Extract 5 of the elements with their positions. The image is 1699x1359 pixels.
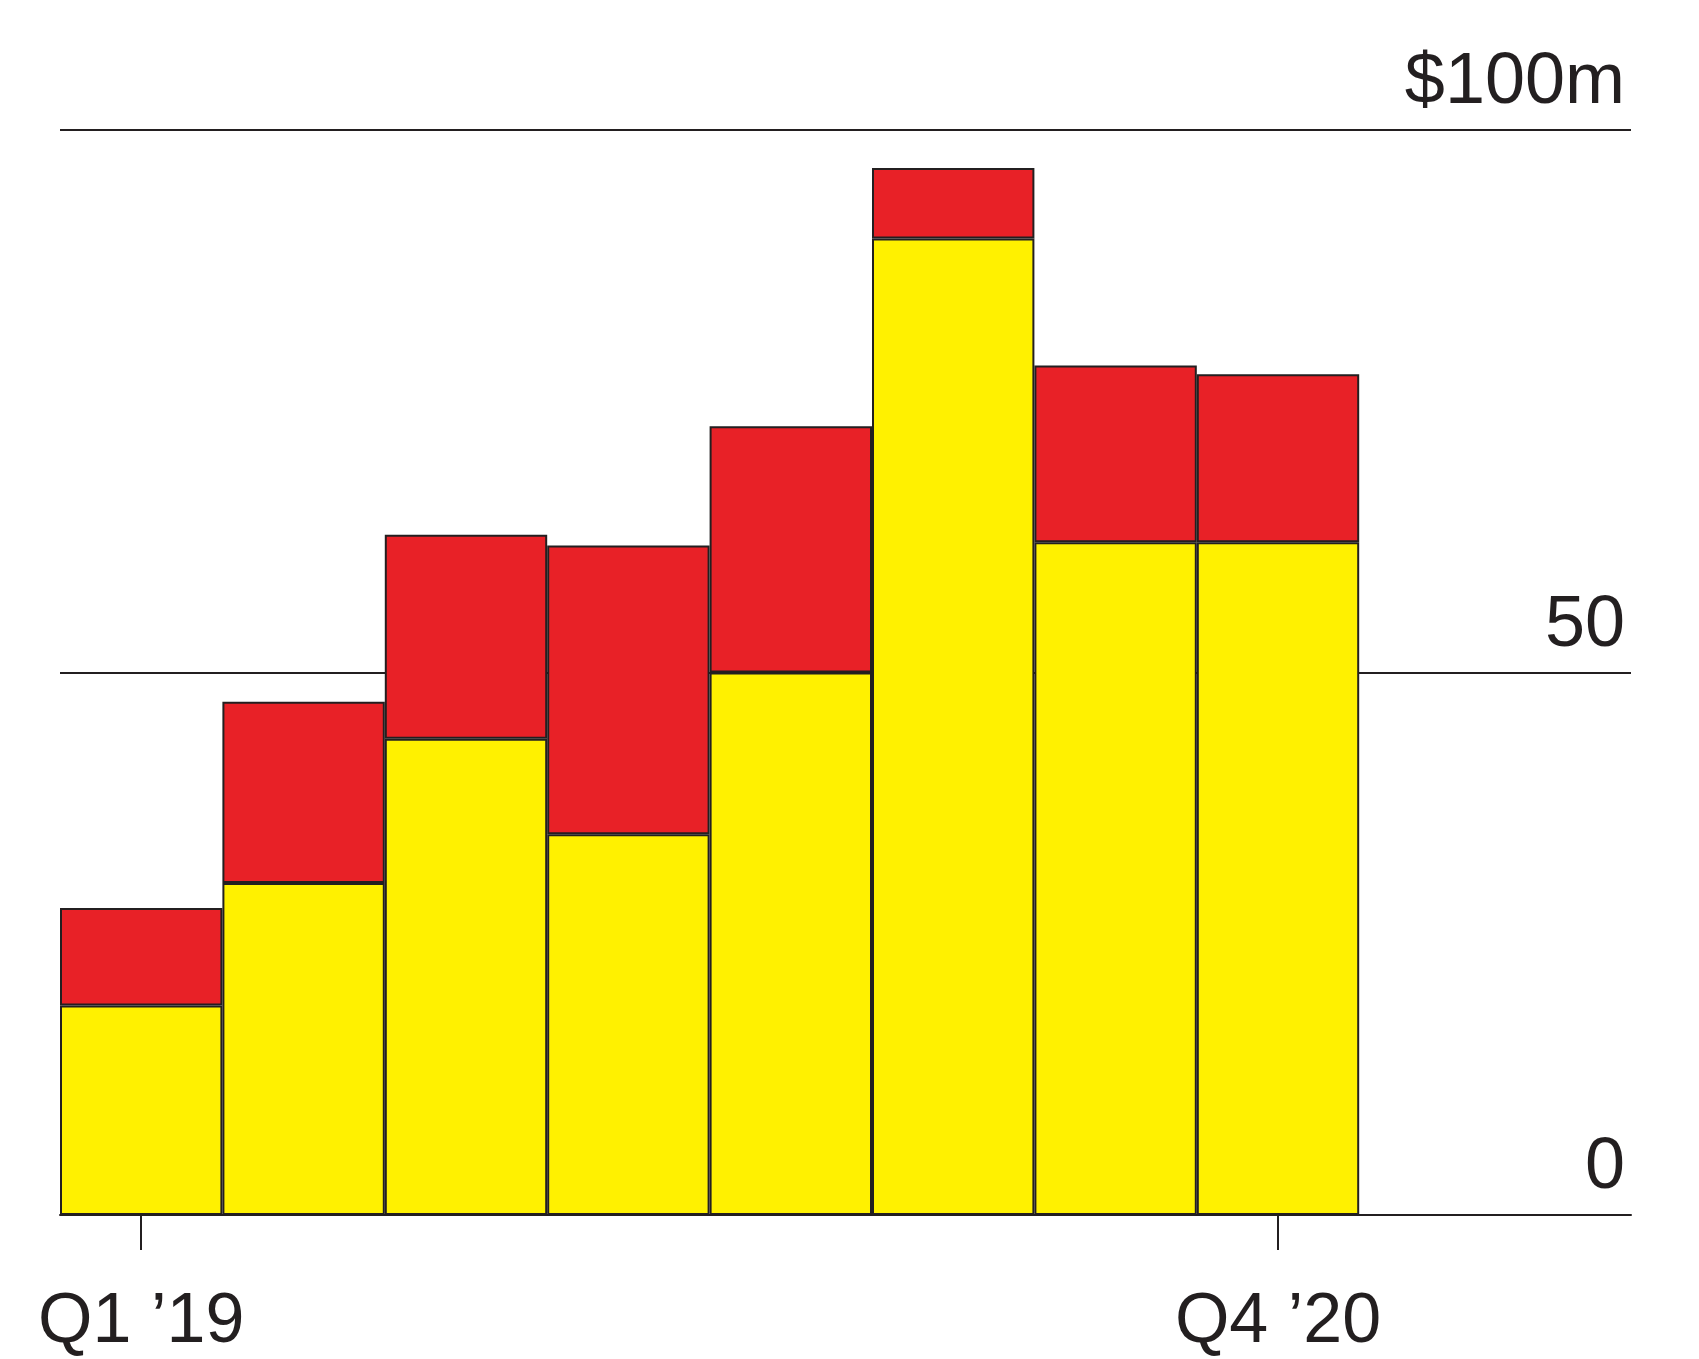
y-tick-label: 0	[1584, 1123, 1625, 1203]
x-tick-label: Q1 ’19	[38, 1279, 245, 1357]
y-tick-label: $100m	[1404, 38, 1625, 118]
y-tick-label: 50	[1544, 580, 1625, 661]
x-tick-label: Q4 ’20	[1174, 1279, 1382, 1357]
